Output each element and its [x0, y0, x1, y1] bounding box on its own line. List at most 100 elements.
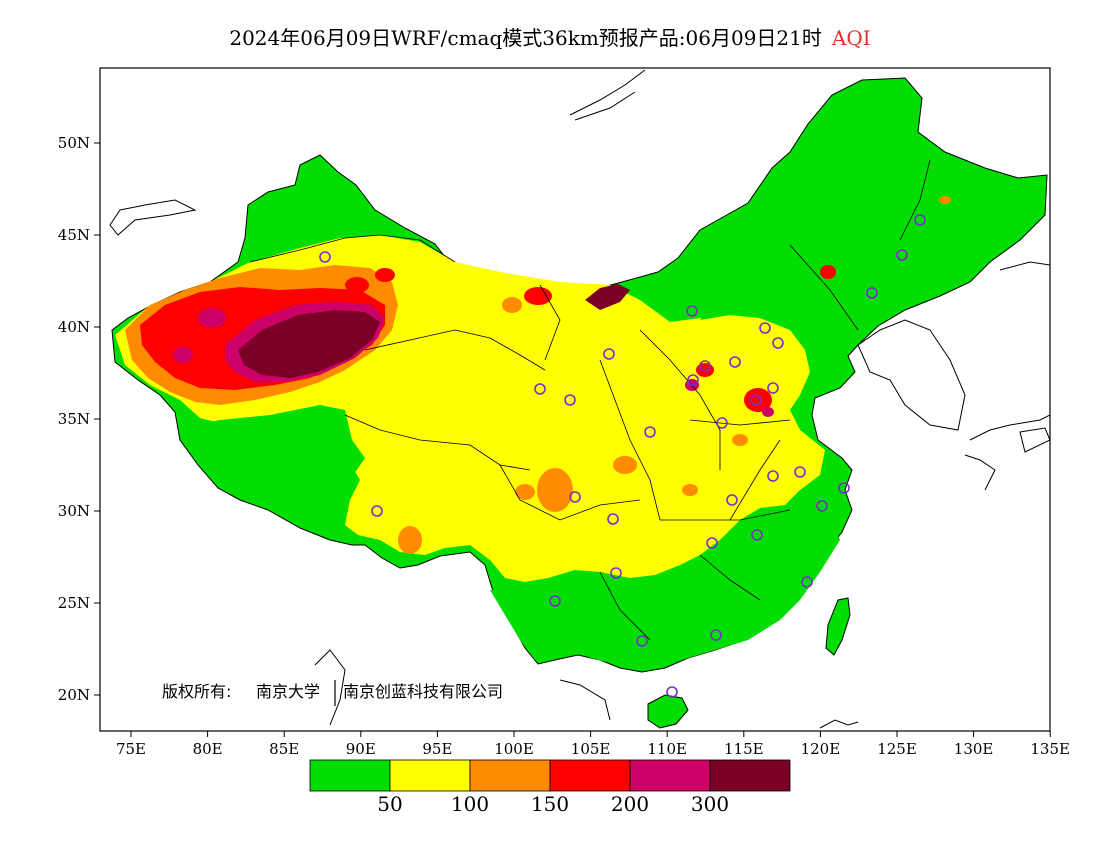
station-marker — [710, 629, 722, 641]
lat-tick-label: 50N — [58, 134, 90, 152]
station-marker — [319, 251, 331, 263]
station-marker — [759, 322, 771, 334]
lon-tick-label: 110E — [647, 740, 687, 758]
colorbar-threshold-label: 300 — [691, 792, 729, 816]
title-text: 2024年06月09日WRF/cmaq模式36km预报产品:06月09日21时 — [229, 26, 822, 50]
lat-tick-label: 25N — [58, 594, 90, 612]
lat-tick-label: 40N — [58, 318, 90, 336]
aqi-spot-jilin — [939, 196, 951, 204]
colorbar-swatch — [709, 759, 791, 792]
map-title: 2024年06月09日WRF/cmaq模式36km预报产品:06月09日21时 A… — [0, 22, 1100, 51]
station-marker — [726, 494, 738, 506]
aqi-spot-hebei-1 — [696, 363, 714, 377]
station-marker — [636, 635, 648, 647]
station-markers — [319, 214, 926, 698]
aqi-spot-north-1 — [345, 277, 369, 293]
lon-tick-label: 95E — [422, 740, 452, 758]
colorbar-threshold-label: 150 — [531, 792, 569, 816]
aqi-spot-sichuan-1 — [537, 468, 573, 512]
aqi-hazardous-zone-tarim — [238, 310, 380, 378]
station-marker — [371, 505, 383, 517]
map-content — [109, 69, 1050, 729]
lon-tick-label: 100E — [494, 740, 534, 758]
province-boundaries — [249, 159, 931, 641]
lon-tick-label: 120E — [801, 740, 841, 758]
latitude-axis: 50N 45N 40N 35N 30N 25N 20N — [58, 134, 100, 704]
longitude-axis: 75E 80E 85E 90E 95E 100E 105E 110E 115E 120E 125E 1… — [116, 731, 1070, 758]
station-marker — [716, 417, 728, 429]
aqi-spot-sichuan-2 — [515, 484, 535, 500]
lon-tick-label: 115E — [724, 740, 764, 758]
station-marker — [914, 214, 926, 226]
station-marker — [686, 305, 698, 317]
aqi-spot-shandong-1 — [744, 388, 772, 412]
lon-tick-label: 85E — [269, 740, 299, 758]
station-marker — [729, 356, 741, 368]
station-marker — [772, 337, 784, 349]
station-marker — [549, 595, 561, 607]
lon-tick-label: 125E — [877, 740, 917, 758]
station-marker — [750, 394, 762, 406]
aqi-spot-shaanxi — [613, 456, 637, 474]
station-marker — [569, 491, 581, 503]
taiwan-island — [825, 597, 851, 656]
aqi-spot-shandong-2 — [762, 407, 774, 417]
station-marker — [767, 470, 779, 482]
aqi-spot-north-2 — [375, 268, 395, 282]
station-marker — [866, 287, 878, 299]
colorbar-swatch — [549, 759, 631, 792]
aqi-spot-liaoning — [820, 265, 836, 279]
copyright-owner-2: 南京创蓝科技有限公司 — [343, 682, 503, 701]
colorbar-swatch — [309, 759, 391, 792]
aqi-spot-yunnan — [398, 526, 422, 554]
station-marker — [644, 426, 656, 438]
station-marker — [896, 249, 908, 261]
lon-tick-label: 135E — [1030, 740, 1070, 758]
aqi-spot-im-2 — [502, 297, 522, 313]
colorbar-threshold-label: 200 — [611, 792, 649, 816]
aqi-spot-west-1 — [198, 308, 226, 328]
foreign-coastlines — [109, 69, 1050, 729]
lon-tick-label: 90E — [346, 740, 376, 758]
station-marker — [767, 382, 779, 394]
aqi-spot-hubei — [682, 484, 698, 496]
station-marker — [706, 537, 718, 549]
lat-tick-label: 30N — [58, 502, 90, 520]
green-patch-northeast — [700, 230, 900, 330]
title-variable: AQI — [831, 26, 871, 50]
aqi-spot-henan — [732, 434, 748, 446]
green-patch-south — [490, 500, 840, 668]
station-marker — [564, 394, 576, 406]
lon-tick-label: 75E — [116, 740, 146, 758]
colorbar-swatch — [469, 759, 551, 792]
aqi-colorbar: 50 100 150 200 300 — [309, 759, 791, 816]
map-frame — [99, 67, 1051, 732]
station-marker — [751, 529, 763, 541]
lon-tick-label: 80E — [193, 740, 223, 758]
station-marker — [603, 348, 615, 360]
aqi-hazardous-zone-inner-mongolia — [585, 284, 630, 310]
station-marker — [534, 383, 546, 395]
colorbar-threshold-label: 50 — [377, 792, 402, 816]
lon-tick-label: 105E — [571, 740, 611, 758]
lat-tick-label: 20N — [58, 686, 90, 704]
colorbar-threshold-label: 100 — [451, 792, 489, 816]
station-marker — [801, 576, 813, 588]
colorbar-swatch — [629, 759, 711, 792]
station-marker — [666, 686, 678, 698]
station-marker — [687, 374, 699, 386]
aqi-spot-im-1 — [524, 287, 552, 305]
station-marker — [816, 500, 828, 512]
station-marker — [838, 482, 850, 494]
hainan-island — [647, 694, 689, 729]
green-patch-tibet — [185, 405, 365, 520]
station-marker — [794, 466, 806, 478]
copyright-owner-1: 南京大学 — [256, 682, 320, 701]
station-marker — [607, 513, 619, 525]
lon-tick-label: 130E — [954, 740, 994, 758]
colorbar-swatch — [389, 759, 471, 792]
lat-tick-label: 45N — [58, 226, 90, 244]
station-marker — [610, 567, 622, 579]
lat-tick-label: 35N — [58, 410, 90, 428]
